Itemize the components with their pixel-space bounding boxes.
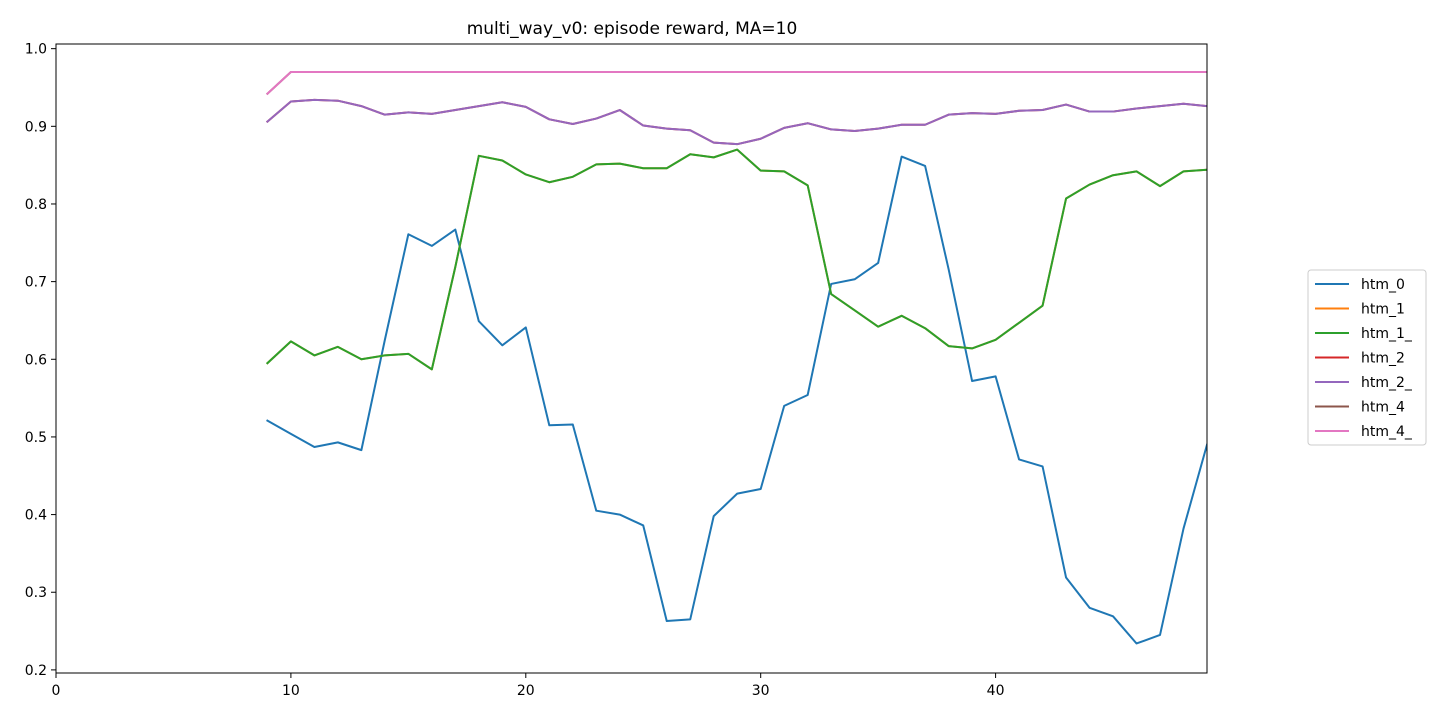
series-layer xyxy=(265,70,1207,645)
y-tick-label: 0.5 xyxy=(25,430,47,446)
plot-background xyxy=(56,44,1207,673)
x-axis: 0 10 20 30 40 xyxy=(52,673,1005,699)
x-tick-label: 10 xyxy=(282,683,300,699)
series-line-htm-0 xyxy=(266,155,1207,645)
legend-label: htm_1_ xyxy=(1361,326,1413,342)
y-tick-label: 1.0 xyxy=(25,42,47,58)
series-line-htm-4-alt xyxy=(265,70,1207,96)
legend-label: htm_2 xyxy=(1361,351,1405,367)
y-tick-label: 0.3 xyxy=(25,585,47,601)
y-tick-label: 0.9 xyxy=(25,119,47,135)
legend-label: htm_1 xyxy=(1361,302,1405,318)
y-tick-label: 0.8 xyxy=(25,197,47,213)
y-tick-label: 0.4 xyxy=(25,508,47,524)
legend: htm_0 htm_1 htm_1_ htm_2 htm_2_ htm_4 htm_4_ xyxy=(1307,269,1427,446)
series-line-htm-2-alt xyxy=(265,98,1207,146)
legend-label: htm_4 xyxy=(1361,400,1405,416)
x-tick-label: 0 xyxy=(52,683,61,699)
x-tick-label: 40 xyxy=(987,683,1005,699)
legend-box xyxy=(1307,269,1427,446)
legend-label: htm_0 xyxy=(1361,277,1405,293)
y-tick-label: 0.7 xyxy=(25,275,47,291)
x-tick-label: 20 xyxy=(517,683,535,699)
y-tick-label: 0.6 xyxy=(25,352,47,368)
legend-label: htm_4_ xyxy=(1361,424,1413,440)
series-line-htm-1-alt xyxy=(265,148,1207,371)
x-tick-label: 30 xyxy=(752,683,770,699)
chart-title: multi_way_v0: episode reward, MA=10 xyxy=(467,19,798,39)
plot-frame xyxy=(55,43,1208,674)
y-tick-label: 0.2 xyxy=(25,663,47,679)
y-axis: 0.2 0.3 0.4 0.5 0.6 0.7 0.8 0.9 1.0 xyxy=(25,42,56,679)
legend-label: htm_2_ xyxy=(1361,375,1413,391)
plot-area xyxy=(55,43,1208,674)
